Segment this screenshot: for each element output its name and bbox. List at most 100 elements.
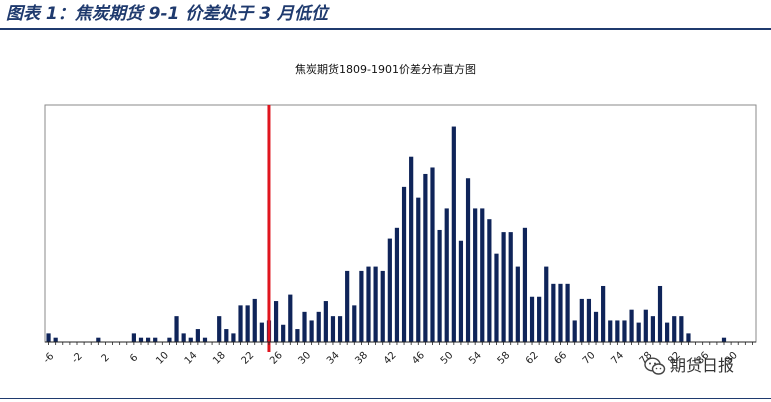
x-tick-label: 74 [609,350,626,367]
bar [138,337,144,342]
bar [195,329,200,342]
bar [309,320,314,342]
bar [579,298,584,342]
bar [544,266,549,342]
bar [53,337,58,342]
plot-frame [44,104,757,343]
x-tick-label: 66 [552,350,569,367]
bar [608,320,613,342]
x-tick-label: 22 [240,350,257,367]
bar [458,240,464,342]
bar [537,296,542,342]
bar [430,167,435,342]
x-tick-label: 50 [439,350,456,367]
bar [202,337,208,342]
figure-title: 图表 1：焦炭期货 9-1 价差处于 3 月低位 [6,4,328,24]
x-tick-label: 70 [581,350,598,367]
bar [480,208,485,342]
bar [394,227,400,342]
x-tick-label: 58 [496,350,513,367]
x-tick-label: 18 [211,350,228,367]
bar [131,333,136,342]
bar [245,305,250,342]
bar [423,173,428,342]
bar [238,305,243,342]
bar [522,227,528,342]
bar [465,178,471,342]
wechat-icon [644,357,666,375]
title-underline [0,28,771,30]
bar [352,305,357,342]
bar [96,337,101,342]
bar [451,126,456,342]
watermark-text: 期货日报 [670,356,735,375]
bar [153,337,158,342]
bar [409,156,414,342]
bar [515,266,520,342]
bar [416,197,421,342]
bar-series [46,126,727,342]
bar [622,320,627,342]
bar [288,294,293,342]
bar [401,186,407,342]
bar [586,298,592,342]
bar [231,333,236,342]
bar [366,266,371,342]
bottom-rule [0,398,771,399]
bar [273,301,279,342]
bar [337,316,343,342]
x-tick-label: -2 [70,351,85,366]
bar [224,329,229,342]
bar [572,320,577,342]
bar [181,333,186,342]
bar [657,285,663,342]
bar [217,316,222,342]
bar [437,229,442,342]
x-tick-label: 34 [325,350,342,367]
bar [295,329,300,342]
bar [146,337,151,342]
bar [302,311,307,342]
chart-title: 焦炭期货1809-1901价差分布直方图 [295,63,476,76]
bar [665,322,670,342]
bar [487,219,492,342]
bar [494,253,499,342]
bar [679,316,684,342]
bar [558,283,563,342]
bar [316,311,321,342]
bar [188,337,193,342]
x-tick-label: 2 [100,352,112,364]
bar [373,266,378,342]
bar [473,208,478,342]
bar [330,316,336,342]
bar [387,238,392,342]
x-tick-label: 10 [154,350,171,367]
bar [174,316,179,342]
bar [615,320,620,342]
bar [508,232,513,342]
bar [636,322,641,342]
bar [345,270,350,342]
bar [565,283,570,342]
bar [529,296,535,342]
bar [501,232,506,342]
x-tick-label: 42 [382,350,399,367]
bar [721,337,727,342]
bar [323,301,328,342]
bar [444,208,449,342]
x-tick-label: 46 [410,350,427,367]
bar [380,270,385,342]
x-tick-label: 30 [296,350,313,367]
bar [643,309,648,342]
bar [359,270,364,342]
x-tick-label: -6 [41,351,56,366]
x-tick-label: 54 [467,350,484,367]
bar [629,309,634,342]
x-tick-label: 14 [183,350,200,367]
bar [281,324,286,342]
x-tick-label: 6 [128,352,140,364]
bar [167,337,172,342]
bar [601,285,606,342]
bar [686,333,691,342]
